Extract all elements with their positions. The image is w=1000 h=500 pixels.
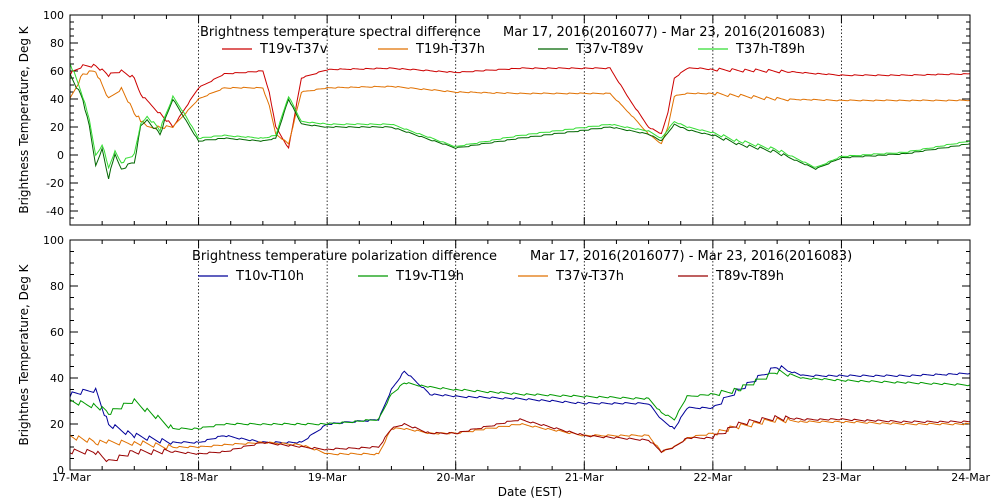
panel-date-range: Mar 17, 2016(2016077) - Mar 23, 2016(201… bbox=[530, 249, 852, 264]
panel-title: Brightness temperature spectral differen… bbox=[200, 25, 481, 40]
legend-label: T19h-T37h bbox=[415, 42, 485, 57]
y-tick-label: 80 bbox=[50, 280, 64, 293]
panel-title: Brightness temperature polarization diff… bbox=[192, 249, 497, 264]
series-line-t19h-t37h bbox=[69, 70, 971, 145]
legend-label: T37h-T89h bbox=[735, 42, 805, 57]
y-tick-label: 60 bbox=[50, 65, 64, 78]
legend-label: T37v-T89v bbox=[575, 42, 644, 57]
x-tick-label: 19-Mar bbox=[308, 471, 347, 484]
x-tick-label: 17-Mar bbox=[52, 471, 91, 484]
y-tick-label: 100 bbox=[43, 234, 64, 247]
series-line-t89v-t89h bbox=[69, 414, 971, 463]
panel-date-range: Mar 17, 2016(2016077) - Mar 23, 2016(201… bbox=[503, 25, 825, 40]
y-axis-title: Brightnes Temperature, Deg K bbox=[17, 263, 31, 445]
legend-label: T37v-T37h bbox=[555, 269, 624, 284]
y-tick-label: 40 bbox=[50, 372, 64, 385]
legend-label: T19v-T37v bbox=[259, 42, 328, 57]
y-tick-label: 20 bbox=[50, 418, 64, 431]
y-tick-label: 80 bbox=[50, 37, 64, 50]
x-tick-label: 22-Mar bbox=[693, 471, 732, 484]
series-line-t37h-t89h bbox=[69, 63, 971, 170]
y-tick-label: -40 bbox=[46, 205, 64, 218]
x-axis-tick-labels: 17-Mar 18-Mar 19-Mar 20-Mar 21-Mar 22-Mar 23-M… bbox=[52, 471, 990, 484]
x-tick-label: 23-Mar bbox=[822, 471, 861, 484]
y-tick-label: 40 bbox=[50, 93, 64, 106]
y-tick-label: 0 bbox=[57, 464, 64, 477]
polarization-difference-panel: 0 20 40 60 80 100 Brightness temperature polar… bbox=[17, 234, 971, 477]
spectral-difference-panel: -40 -20 0 20 40 60 80 100 Brightness temperature… bbox=[17, 9, 971, 226]
x-tick-label: 21-Mar bbox=[565, 471, 604, 484]
x-tick-label: 24-Mar bbox=[951, 471, 990, 484]
x-axis-title: Date (EST) bbox=[498, 485, 562, 499]
series-line-t37v-t37h bbox=[69, 417, 971, 456]
plot-frame bbox=[69, 14, 971, 226]
legend-label: T19v-T19h bbox=[395, 269, 464, 284]
x-tick-label: 18-Mar bbox=[179, 471, 218, 484]
series-line-t37v-t89v bbox=[69, 73, 971, 180]
y-tick-label: 20 bbox=[50, 121, 64, 134]
x-tick-label: 20-Mar bbox=[436, 471, 475, 484]
series-line-t19v-t19h bbox=[69, 369, 971, 431]
y-tick-label: 60 bbox=[50, 326, 64, 339]
y-axis-title: Brightness Temperature, Deg K bbox=[17, 25, 31, 213]
y-tick-label: -20 bbox=[46, 177, 64, 190]
series-line-t19v-t37v bbox=[69, 63, 971, 150]
legend-label: T89v-T89h bbox=[715, 269, 784, 284]
y-tick-label: 0 bbox=[57, 149, 64, 162]
plot-frame bbox=[69, 239, 971, 471]
y-tick-label: 100 bbox=[43, 9, 64, 22]
series-line-t10v-t10h bbox=[69, 365, 971, 445]
legend-label: T10v-T10h bbox=[235, 269, 304, 284]
